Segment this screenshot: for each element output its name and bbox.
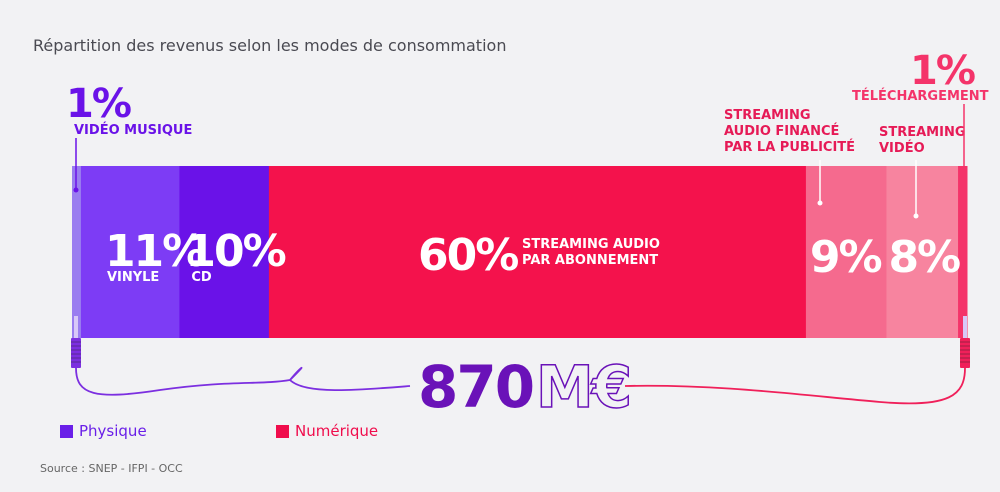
plug-right xyxy=(960,316,970,368)
pct-label-streaming-abonnement: 60% xyxy=(418,230,518,281)
source-note: Source : SNEP - IFPI - OCC xyxy=(40,462,183,475)
name-label-streaming-video-l1: STREAMING xyxy=(879,125,966,140)
cable-right xyxy=(624,367,966,405)
leader-dot-telechargement xyxy=(961,187,967,193)
name-label-cd: CD xyxy=(191,270,212,285)
name-label-streaming-video-l2: VIDÉO xyxy=(879,140,925,156)
legend-label-physique: Physique xyxy=(79,422,147,440)
legend-swatch-physique xyxy=(60,424,73,438)
pct-label-video-musique: 1% xyxy=(66,81,131,127)
name-label-streaming-pub-l1: STREAMING xyxy=(724,108,811,123)
bar-segment-streaming-video xyxy=(886,166,959,338)
total-value: 870 xyxy=(418,353,533,421)
pct-label-telechargement: 1% xyxy=(910,48,975,94)
bar-segment-video-musique xyxy=(72,166,82,338)
pct-label-streaming-video: 8% xyxy=(888,232,960,283)
plug-left xyxy=(71,316,81,368)
name-label-streaming-pub-l2: AUDIO FINANCÉ xyxy=(724,123,839,139)
name-label-video-musique: VIDÉO MUSIQUE xyxy=(74,122,192,138)
name-label-streaming-abonnement-l2: PAR ABONNEMENT xyxy=(522,253,658,268)
leader-dot-streaming-pub xyxy=(817,200,823,206)
total-unit: M€ xyxy=(536,353,630,421)
bar-segment-streaming-abonnement xyxy=(268,166,807,338)
name-label-telechargement: TÉLÉCHARGEMENT xyxy=(852,88,989,104)
leader-dot-video-musique xyxy=(73,187,79,193)
legend-physique: Physique xyxy=(60,421,147,441)
pct-label-vinyle: 11% xyxy=(105,226,205,277)
leader-dot-streaming-video xyxy=(913,213,919,219)
legend-label-numerique: Numérique xyxy=(295,422,379,440)
cable-left xyxy=(75,367,411,396)
legend-numerique: Numérique xyxy=(276,421,378,441)
pct-label-streaming-pub: 9% xyxy=(810,232,882,283)
name-label-vinyle: VINYLE xyxy=(107,270,159,285)
bar-segment-telechargement xyxy=(958,166,968,338)
pct-label-cd: 10% xyxy=(185,226,285,277)
chart-title: Répartition des revenus selon les modes … xyxy=(33,36,507,55)
name-label-streaming-pub-l3: PAR LA PUBLICITÉ xyxy=(724,139,855,155)
bar-segment-vinyle xyxy=(80,166,180,338)
legend-swatch-numerique xyxy=(276,424,289,438)
bar-segment-cd xyxy=(179,166,270,338)
name-label-streaming-abonnement-l1: STREAMING AUDIO xyxy=(522,237,660,252)
